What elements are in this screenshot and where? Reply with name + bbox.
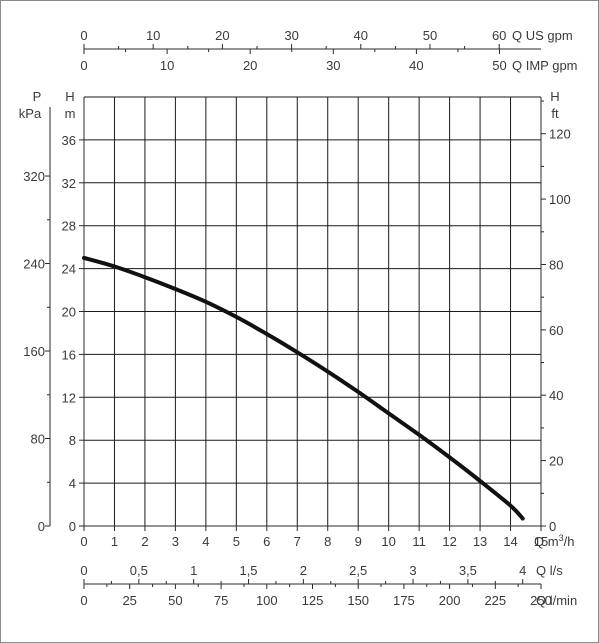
x-axis-lmin-tick-label: 25 <box>122 593 136 608</box>
y-tick-label-ft: 60 <box>549 323 563 338</box>
y-axis-unit-head-m: m <box>65 106 76 121</box>
y-tick-label-head-m: 36 <box>62 133 76 148</box>
x-axis-lmin-tick-label: 100 <box>256 593 278 608</box>
x-axis-label-m3h: Q m3/h <box>534 533 574 549</box>
x-axis-imp-gpm-tick-label: 40 <box>409 58 423 73</box>
x-axis-us-gpm-label: Q US gpm <box>512 28 573 43</box>
x-tick-label-m3h: 14 <box>503 534 517 549</box>
x-axis-ls-tick-label: 0,5 <box>130 563 148 578</box>
y-axis-label-kpa: P <box>33 89 42 104</box>
y-tick-label-kpa: 160 <box>23 344 45 359</box>
x-axis-imp-gpm-tick-label: 50 <box>492 58 506 73</box>
x-tick-label-m3h: 8 <box>324 534 331 549</box>
y-tick-label-head-m: 16 <box>62 347 76 362</box>
x-axis-imp-gpm-tick-label: 0 <box>80 58 87 73</box>
y-tick-label-ft: 120 <box>549 127 571 142</box>
x-tick-label-m3h: 5 <box>233 534 240 549</box>
x-tick-label-m3h: 9 <box>355 534 362 549</box>
x-axis-lmin-tick-label: 250 <box>530 593 552 608</box>
x-tick-label-m3h: 3 <box>172 534 179 549</box>
x-axis-us-gpm-tick-label: 20 <box>215 28 229 43</box>
y-tick-label-head-m: 12 <box>62 390 76 405</box>
x-axis-us-gpm-tick-label: 30 <box>284 28 298 43</box>
x-axis-ls-tick-label: 2,5 <box>349 563 367 578</box>
y-tick-label-head-m: 20 <box>62 305 76 320</box>
y-tick-label-kpa: 240 <box>23 257 45 272</box>
x-axis-lmin-label: Q l/min <box>536 593 577 608</box>
x-axis-ls-tick-label: 1,5 <box>239 563 257 578</box>
x-axis-us-gpm-tick-label: 60 <box>492 28 506 43</box>
y-tick-label-ft: 80 <box>549 257 563 272</box>
x-tick-label-m3h: 2 <box>141 534 148 549</box>
y-tick-label-head-m: 24 <box>62 262 76 277</box>
x-axis-lmin-tick-label: 75 <box>214 593 228 608</box>
x-axis-us-gpm-tick-label: 40 <box>354 28 368 43</box>
x-axis-lmin-tick-label: 125 <box>302 593 324 608</box>
y-tick-label-ft: 20 <box>549 454 563 469</box>
y-tick-label-ft: 0 <box>549 519 556 534</box>
y-tick-label-head-m: 8 <box>69 433 76 448</box>
x-axis-lmin-tick-label: 150 <box>347 593 369 608</box>
x-tick-label-m3h: 12 <box>442 534 456 549</box>
x-axis-ls-tick-label: 1 <box>190 563 197 578</box>
pump-curve-line <box>82 255 525 521</box>
y-tick-label-head-m: 0 <box>69 519 76 534</box>
x-tick-label-m3h: 1 <box>111 534 118 549</box>
x-tick-label-m3h: 7 <box>294 534 301 549</box>
y-tick-label-head-m: 28 <box>62 219 76 234</box>
y-tick-label-ft: 100 <box>549 192 571 207</box>
y-tick-label-head-m: 32 <box>62 176 76 191</box>
x-tick-label-m3h: 10 <box>381 534 395 549</box>
x-axis-imp-gpm-label: Q IMP gpm <box>512 58 578 73</box>
x-axis-ls-tick-label: 0 <box>80 563 87 578</box>
x-axis-ls-tick-label: 3,5 <box>459 563 477 578</box>
x-axis-imp-gpm-tick-label: 30 <box>326 58 340 73</box>
x-axis-ls-tick-label: 3 <box>409 563 416 578</box>
x-tick-label-m3h: 0 <box>80 534 87 549</box>
x-axis-ls-tick-label: 2 <box>300 563 307 578</box>
y-axis-unit-kpa: kPa <box>19 106 42 121</box>
x-tick-label-m3h: 4 <box>202 534 209 549</box>
x-axis-lmin-tick-label: 0 <box>80 593 87 608</box>
y-axis-unit-ft: ft <box>551 106 559 121</box>
x-axis-lmin-tick-label: 175 <box>393 593 415 608</box>
y-tick-label-kpa: 0 <box>38 519 45 534</box>
y-axis-label-ft: H <box>550 89 559 104</box>
x-tick-label-m3h: 15 <box>534 534 548 549</box>
x-axis-imp-gpm-tick-label: 10 <box>160 58 174 73</box>
x-axis-ls-label: Q l/s <box>536 563 563 578</box>
x-axis-us-gpm-tick-label: 10 <box>146 28 160 43</box>
x-axis-us-gpm-tick-label: 50 <box>423 28 437 43</box>
y-tick-label-ft: 40 <box>549 388 563 403</box>
y-tick-label-kpa: 80 <box>31 432 45 447</box>
x-axis-ls-tick-label: 4 <box>519 563 526 578</box>
x-axis-lmin-tick-label: 200 <box>439 593 461 608</box>
y-axis-label-head-m: H <box>65 89 74 104</box>
x-axis-us-gpm-tick-label: 0 <box>80 28 87 43</box>
x-tick-label-m3h: 11 <box>412 534 426 549</box>
x-tick-label-m3h: 6 <box>263 534 270 549</box>
x-axis-lmin-tick-label: 225 <box>484 593 506 608</box>
x-tick-label-m3h: 13 <box>473 534 487 549</box>
x-axis-lmin-tick-label: 50 <box>168 593 182 608</box>
y-tick-label-head-m: 4 <box>69 476 76 491</box>
x-axis-imp-gpm-tick-label: 20 <box>243 58 257 73</box>
y-tick-label-kpa: 320 <box>23 169 45 184</box>
